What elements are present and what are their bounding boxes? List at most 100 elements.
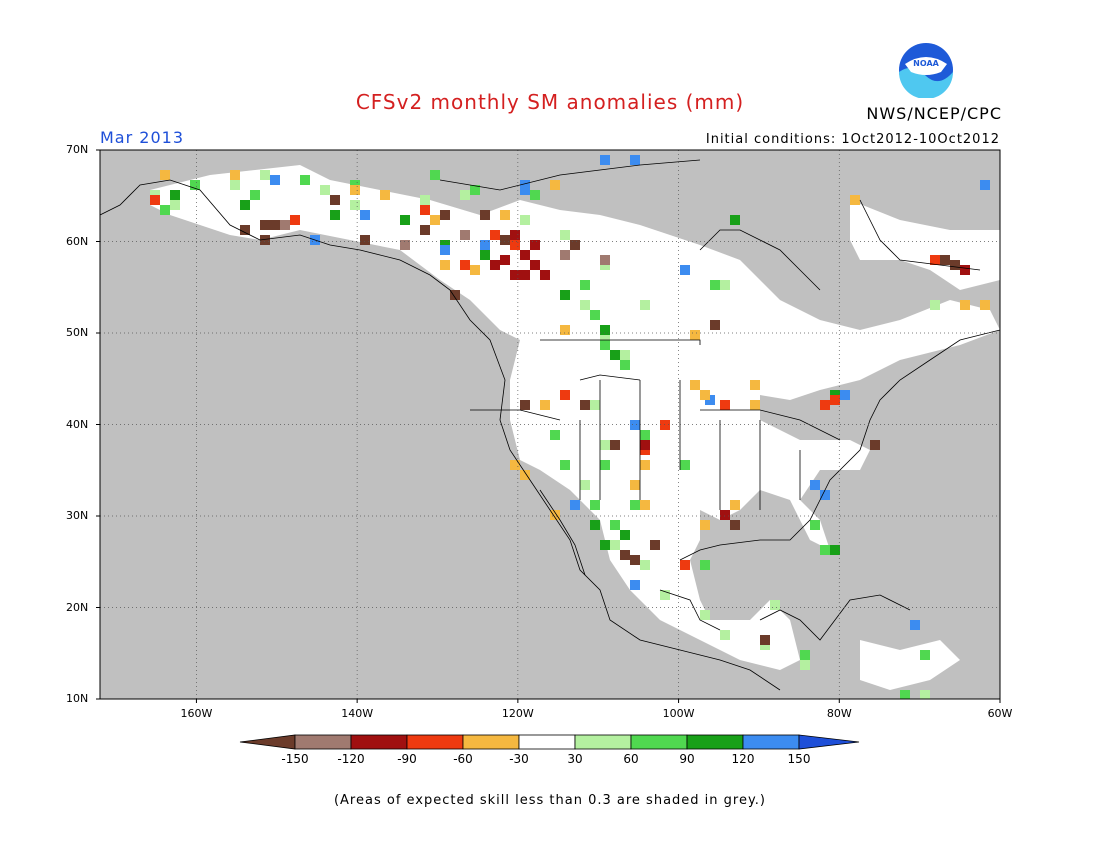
anomaly-cell xyxy=(540,400,550,410)
anomaly-cell xyxy=(400,240,410,250)
coastline xyxy=(859,199,981,271)
anomaly-cell xyxy=(680,265,690,275)
anomaly-cell xyxy=(510,270,520,280)
anomaly-cell xyxy=(730,520,740,530)
initial-conditions: Initial conditions: 1Oct2012-10Oct2012 xyxy=(705,132,1000,147)
anomaly-cell xyxy=(520,270,530,280)
coastlines xyxy=(100,159,1000,691)
anomaly-cell xyxy=(550,430,560,440)
anomaly-cell xyxy=(820,545,830,555)
lat-label: 20N xyxy=(66,600,89,614)
colorbar-segment xyxy=(574,734,632,750)
anomaly-cell xyxy=(580,480,590,490)
anomaly-cell xyxy=(700,390,710,400)
anomaly-cell xyxy=(500,255,510,265)
anomaly-cell xyxy=(600,340,610,350)
colorbar-segment xyxy=(294,734,352,750)
anomaly-cell xyxy=(150,195,160,205)
anomaly-cell xyxy=(930,255,940,265)
anomaly-cell xyxy=(930,300,940,310)
lon-label: 100W xyxy=(662,707,695,720)
anomaly-cell xyxy=(470,185,480,195)
anomaly-cell xyxy=(690,330,700,340)
lat-label: 10N xyxy=(66,692,89,705)
anomaly-cell xyxy=(720,510,730,520)
anomaly-cell xyxy=(240,200,250,210)
anomaly-cell xyxy=(630,155,640,165)
anomaly-cell xyxy=(710,320,720,330)
anomaly-cell xyxy=(960,300,970,310)
anomaly-cell xyxy=(580,280,590,290)
colorbar-label: 150 xyxy=(787,752,811,766)
anomaly-cell xyxy=(800,650,810,660)
anomaly-cell xyxy=(520,185,530,195)
lat-label: 30N xyxy=(66,509,89,522)
anomaly-cell xyxy=(560,290,570,300)
coastline xyxy=(579,374,641,381)
anomaly-cell xyxy=(480,240,490,250)
anomaly-cell xyxy=(510,230,520,240)
anomaly-cell xyxy=(520,470,530,480)
anomaly-cell xyxy=(620,360,630,370)
anomaly-cell xyxy=(730,500,740,510)
anomaly-cell xyxy=(260,170,270,180)
anomaly-cell xyxy=(700,610,710,620)
colorbar-label: -60 xyxy=(453,752,473,766)
anomaly-cell xyxy=(230,180,240,190)
coastline xyxy=(100,179,781,691)
lat-label: 70N xyxy=(66,143,89,156)
coastline xyxy=(759,594,911,641)
anomaly-cell xyxy=(630,420,640,430)
anomaly-cell xyxy=(900,690,910,699)
anomaly-cell xyxy=(290,215,300,225)
colorbar-segment xyxy=(686,734,744,750)
coastline xyxy=(470,409,561,421)
anomaly-cell xyxy=(610,520,620,530)
lon-label: 120W xyxy=(501,707,534,720)
anomaly-cell xyxy=(620,550,630,560)
coastline xyxy=(439,159,701,191)
anomaly-cell xyxy=(420,225,430,235)
anomaly-cell xyxy=(540,270,550,280)
anomaly-cell xyxy=(250,190,260,200)
anomaly-cell xyxy=(600,440,610,450)
anomaly-cell xyxy=(920,690,930,699)
anomaly-cell xyxy=(260,220,270,230)
anomaly-cell xyxy=(570,240,580,250)
anomaly-cell xyxy=(460,260,470,270)
anomaly-cell xyxy=(600,460,610,470)
anomaly-cell xyxy=(560,325,570,335)
anomaly-cell xyxy=(640,300,650,310)
lat-label: 60N xyxy=(66,234,89,248)
anomaly-cell xyxy=(450,290,460,300)
anomaly-cell xyxy=(350,200,360,210)
anomaly-cell xyxy=(810,480,820,490)
anomaly-cell xyxy=(640,440,650,450)
anomaly-cell xyxy=(480,210,490,220)
anomaly-cell xyxy=(330,210,340,220)
colorbar-segment xyxy=(630,734,688,750)
anomaly-cell xyxy=(830,395,840,405)
anomaly-cell xyxy=(630,555,640,565)
anomaly-cell xyxy=(440,210,450,220)
anomaly-cell xyxy=(160,170,170,180)
anomaly-cell xyxy=(640,460,650,470)
anomaly-cell xyxy=(610,350,620,360)
coastline xyxy=(540,339,701,345)
anomaly-cell xyxy=(640,560,650,570)
anomaly-cell xyxy=(330,195,340,205)
logo-text: NOAA xyxy=(913,59,939,68)
anomaly-cell xyxy=(530,240,540,250)
anomaly-cell xyxy=(720,630,730,640)
anomaly-cell xyxy=(500,235,510,245)
anomaly-cells xyxy=(150,155,990,699)
lat-label: 40N xyxy=(66,417,89,431)
map-title: CFSv2 monthly SM anomalies (mm) xyxy=(355,90,745,114)
anomaly-cell xyxy=(420,195,430,205)
colorbar-label: 90 xyxy=(679,752,695,766)
colorbar-left-arrow xyxy=(239,734,296,750)
anomaly-cell xyxy=(870,440,880,450)
anomaly-cell xyxy=(700,520,710,530)
